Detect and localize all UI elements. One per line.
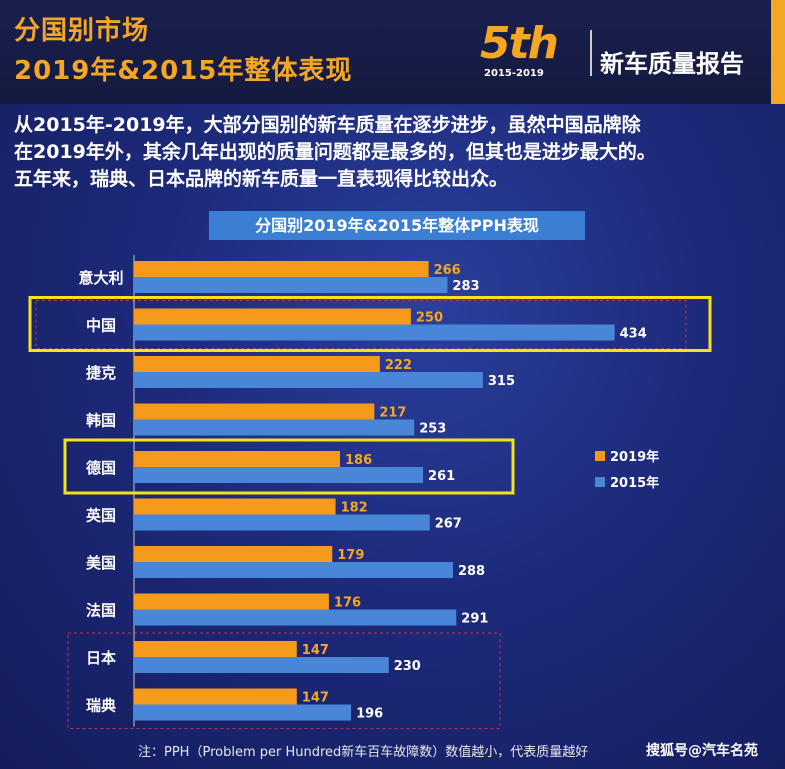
chart-title: 分国别2019年&2015年整体PPH表现	[209, 211, 585, 240]
data-label-2019-3: 217	[379, 406, 406, 421]
bar-2019-3	[134, 403, 375, 420]
description-line-2: 在2019年外，其余几年出现的质量问题都是最多的，但其也是进步最大的。	[14, 141, 656, 163]
data-label-2019-4: 186	[345, 453, 372, 468]
legend-swatch-1	[595, 477, 605, 487]
bar-2015-0	[134, 277, 448, 293]
report-logo: 5th 2015-2019 新车质量报告	[480, 18, 770, 84]
header-band	[0, 0, 785, 104]
data-label-2015-7: 291	[461, 612, 488, 627]
description: 从2015年-2019年，大部分国别的新车质量在逐步进步，虽然中国品牌除 在20…	[14, 112, 774, 193]
description-line-3: 五年来，瑞典、日本品牌的新车质量一直表现得比较出众。	[14, 168, 509, 190]
legend-label-0: 2019年	[610, 449, 659, 465]
logo-years: 2015-2019	[484, 68, 544, 79]
bar-2015-8	[134, 657, 389, 673]
description-line-1: 从2015年-2019年，大部分国别的新车质量在逐步进步，虽然中国品牌除	[14, 114, 641, 136]
data-label-2019-5: 182	[341, 501, 368, 516]
bar-2019-0	[134, 261, 429, 277]
dashed-box-japan-sweden	[67, 632, 501, 729]
bar-2019-2	[134, 356, 380, 372]
logo-divider	[590, 30, 592, 76]
category-label-4: 德国	[86, 459, 116, 477]
accent-bar	[771, 0, 785, 104]
bar-2019-5	[134, 498, 336, 515]
page-title-line1: 分国别市场	[14, 16, 150, 46]
data-label-2019-0: 266	[434, 263, 461, 278]
category-label-2: 捷克	[86, 364, 116, 382]
logo-text: 新车质量报告	[600, 50, 744, 78]
category-label-9: 瑞典	[86, 697, 116, 715]
data-label-2019-2: 222	[385, 358, 412, 373]
bar-2015-1	[134, 324, 615, 341]
category-label-7: 法国	[86, 602, 116, 620]
dashed-box-china	[35, 300, 687, 349]
highlight-box-0	[28, 296, 712, 352]
legend-swatch-0	[595, 451, 605, 461]
category-label-5: 英国	[86, 507, 116, 525]
data-label-2015-8: 230	[394, 659, 421, 674]
data-label-2019-6: 179	[337, 548, 364, 563]
data-label-2019-1: 250	[416, 311, 443, 326]
legend-label-1: 2015年	[610, 475, 659, 491]
category-label-1: 中国	[86, 317, 116, 335]
category-label-3: 韩国	[86, 412, 116, 430]
bar-2019-9	[134, 688, 297, 705]
data-label-2019-9: 147	[302, 691, 329, 706]
bar-2015-2	[134, 372, 483, 388]
data-label-2019-8: 147	[302, 643, 329, 658]
highlight-box-1	[63, 438, 515, 495]
data-label-2015-1: 434	[620, 327, 647, 342]
page-title-line2: 2019年&2015年整体表现	[14, 56, 353, 86]
bar-2015-3	[134, 419, 415, 436]
data-label-2015-5: 267	[435, 517, 462, 532]
data-label-2015-4: 261	[428, 469, 455, 484]
source-credit: 搜狐号@汽车名苑	[646, 743, 758, 759]
data-label-2015-9: 196	[356, 707, 383, 722]
bar-2019-1	[134, 308, 411, 325]
bar-2019-7	[134, 593, 329, 610]
data-label-2015-0: 283	[452, 279, 479, 294]
category-label-6: 美国	[86, 554, 116, 572]
bar-2015-4	[134, 467, 424, 483]
bar-2019-4	[134, 451, 340, 467]
bar-2019-8	[134, 641, 297, 657]
data-label-2015-2: 315	[488, 374, 515, 389]
bar-2015-9	[134, 704, 352, 721]
footnote: 注：PPH（Problem per Hundred新车百车故障数）数值越小，代表…	[138, 745, 589, 760]
bar-2015-5	[134, 514, 430, 531]
category-label-8: 日本	[86, 649, 116, 667]
data-label-2019-7: 176	[334, 596, 361, 611]
category-label-0: 意大利	[78, 269, 123, 287]
bar-2019-6	[134, 546, 333, 562]
data-label-2015-6: 288	[458, 564, 485, 579]
bar-2015-6	[134, 562, 453, 578]
logo-5th: 5th	[480, 18, 559, 69]
bar-2015-7	[134, 609, 457, 626]
data-label-2015-3: 253	[419, 422, 446, 437]
